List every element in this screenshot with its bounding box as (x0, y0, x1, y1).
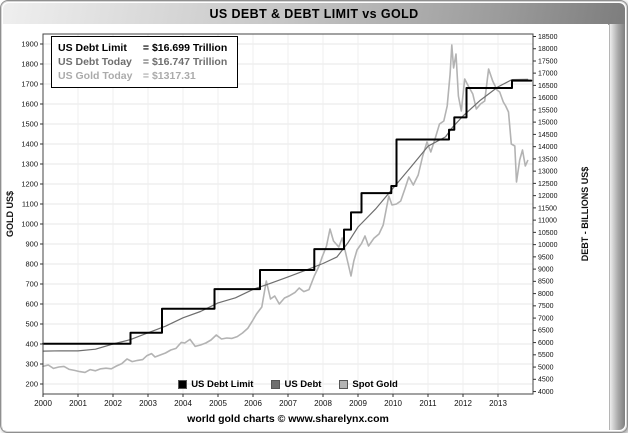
x-tick-label: 2004 (174, 399, 192, 408)
left-tick-label: 1700 (21, 80, 38, 89)
left-axis-title: GOLD US$ (5, 191, 15, 237)
right-tick-label: 16500 (538, 83, 558, 90)
debt-swatch-icon (271, 379, 281, 389)
left-tick-label: 900 (25, 240, 38, 249)
info-line-debt-today: US Debt Today = $16.747 Trillion (58, 55, 227, 69)
left-tick-label: 1800 (21, 60, 38, 69)
chart-area: 200 300 400 500 600 700 800 900 1000 1100 1200 1300… (3, 24, 608, 430)
right-tick-label: 18500 (538, 34, 558, 41)
debt-limit-swatch-icon (178, 379, 188, 389)
x-tick-label: 2007 (279, 399, 297, 408)
right-tick-label: 6000 (538, 340, 554, 347)
gold-swatch-icon (339, 379, 349, 389)
right-tick-label: 13000 (538, 169, 558, 176)
x-tick-label: 2012 (454, 399, 472, 408)
right-tick-label: 6500 (538, 328, 554, 335)
right-tick-label: 8500 (538, 279, 554, 286)
x-tick-label: 2010 (384, 399, 402, 408)
right-tick-label: 17500 (538, 58, 558, 65)
right-tick-label: 11500 (538, 205, 557, 212)
right-tick-label: 18000 (538, 46, 558, 53)
info-line-debt-limit: US Debt Limit = $16.699 Trillion (58, 41, 227, 55)
legend-item-debt-limit: US Debt Limit (178, 379, 253, 390)
legend-label: Spot Gold (352, 378, 398, 390)
left-tick-label: 1000 (21, 220, 38, 229)
right-bevel (609, 24, 625, 430)
right-tick-label: 11000 (538, 218, 557, 225)
info-value: = $16.747 Trillion (142, 56, 228, 68)
legend-label: US Debt Limit (191, 378, 254, 390)
legend-item-debt: US Debt (271, 379, 321, 390)
right-tick-label: 7000 (538, 315, 554, 322)
left-tick-label: 400 (25, 340, 38, 349)
right-tick-label: 12500 (538, 181, 558, 188)
right-tick-label: 17000 (538, 71, 558, 78)
left-tick-label: 1600 (21, 100, 38, 109)
right-tick-label: 5500 (538, 352, 554, 359)
legend: US Debt Limit US Debt Spot Gold (43, 378, 533, 390)
legend-label: US Debt (284, 378, 322, 390)
right-tick-label: 10500 (538, 230, 558, 237)
right-axis-title: DEBT - BILLIONS US$ (580, 167, 590, 262)
x-tick-label: 2006 (244, 399, 262, 408)
x-tick-label: 2008 (314, 399, 332, 408)
chart-title: US DEBT & DEBT LIMIT vs GOLD (209, 6, 419, 21)
right-tick-label: 10000 (538, 242, 558, 249)
footer-credit: world gold charts © www.sharelynx.com (187, 413, 389, 425)
info-label: US Debt Today (58, 56, 132, 68)
info-label: US Debt Limit (58, 42, 127, 54)
x-tick-label: 2001 (69, 399, 87, 408)
right-tick-label: 5000 (538, 364, 554, 371)
left-tick-label: 1400 (21, 140, 38, 149)
left-tick-label: 1300 (21, 160, 38, 169)
right-tick-label: 14500 (538, 132, 558, 139)
info-value: = $16.699 Trillion (142, 42, 228, 54)
chart-svg: 200 300 400 500 600 700 800 900 1000 1100 1200 1300… (5, 33, 590, 408)
left-tick-label: 300 (25, 360, 38, 369)
info-line-gold-today: US Gold Today = $1317.31 (58, 69, 227, 83)
right-tick-label: 4000 (538, 389, 554, 396)
left-tick-label: 500 (25, 320, 38, 329)
right-tick-label: 16000 (538, 95, 558, 102)
left-tick-label: 1900 (21, 40, 38, 49)
info-label: US Gold Today (58, 70, 133, 82)
right-tick-label: 8000 (538, 291, 554, 298)
right-tick-label: 15000 (538, 120, 558, 127)
right-tick-label: 14000 (538, 144, 558, 151)
right-tick-label: 9000 (538, 267, 554, 274)
right-tick-label: 4500 (538, 377, 554, 384)
left-tick-label: 1100 (22, 200, 38, 209)
info-value: = $1317.31 (142, 70, 196, 82)
left-tick-label: 600 (25, 300, 38, 309)
legend-item-gold: Spot Gold (339, 378, 398, 390)
x-tick-label: 2011 (419, 399, 437, 408)
x-tick-label: 2009 (349, 399, 367, 408)
left-tick-label: 1200 (21, 180, 38, 189)
x-tick-label: 2000 (34, 399, 52, 408)
left-tick-label: 700 (25, 280, 38, 289)
right-tick-label: 7500 (538, 303, 554, 310)
right-tick-label: 13500 (538, 156, 558, 163)
x-tick-label: 2003 (139, 399, 157, 408)
title-bar: US DEBT & DEBT LIMIT vs GOLD (3, 3, 625, 25)
x-tick-label: 2005 (209, 399, 227, 408)
right-tick-label: 15500 (538, 107, 558, 114)
left-tick-label: 200 (25, 380, 38, 389)
series-us-debt-limit (42, 79, 533, 345)
right-tick-label: 12000 (538, 193, 558, 200)
right-tick-label: 9500 (538, 254, 554, 261)
series-spot-gold (42, 44, 529, 374)
x-tick-label: 2013 (489, 399, 507, 408)
left-tick-label: 800 (25, 260, 38, 269)
x-tick-label: 2002 (104, 399, 122, 408)
info-box: US Debt Limit = $16.699 Trillion US Debt… (51, 36, 239, 88)
left-tick-label: 1500 (21, 120, 38, 129)
